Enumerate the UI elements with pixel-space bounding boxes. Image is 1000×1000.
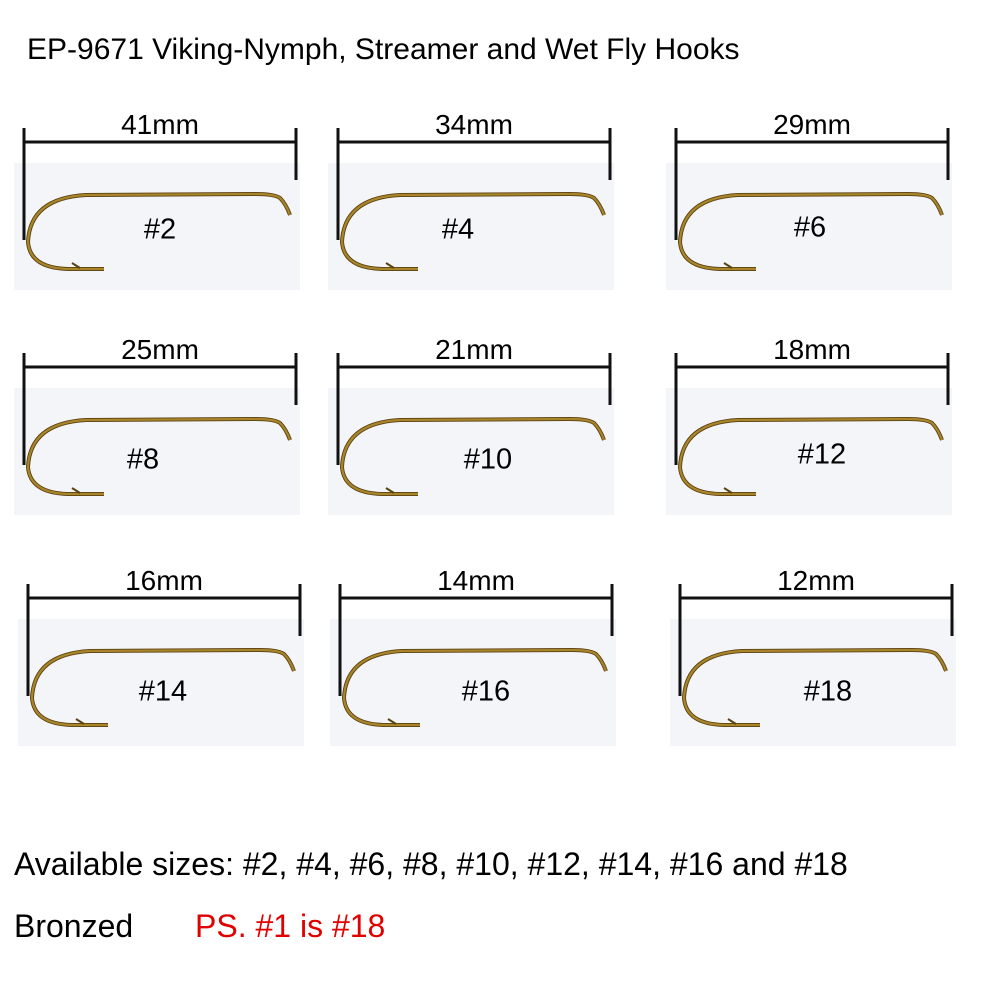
hook-illustration: [338, 584, 614, 727]
measurement-bar: [22, 128, 298, 240]
hook-illustration: [26, 584, 302, 727]
hook-length-label: 18mm: [773, 334, 851, 365]
hook-barb: [387, 718, 397, 725]
hook-length-label: 34mm: [435, 109, 513, 140]
hook-shape: [30, 648, 296, 727]
hook-shape: [340, 192, 606, 271]
hook-illustration: [22, 128, 298, 271]
hook-cell: 18mm #12: [666, 334, 976, 527]
hook-length-label: 12mm: [777, 565, 855, 596]
hook-cell: 16mm #14: [18, 565, 328, 758]
hook-cell: 12mm #18: [670, 565, 980, 758]
hook-length-label: 41mm: [121, 109, 199, 140]
hook-shape: [340, 417, 606, 496]
measurement-bar: [336, 128, 612, 240]
hook-size-label: #2: [143, 213, 177, 246]
hook-size-label: #18: [803, 675, 853, 708]
hook-shape: [678, 417, 944, 496]
hook-length-label: 16mm: [125, 565, 203, 596]
hook-length-label: 21mm: [435, 334, 513, 365]
hook-illustration: [336, 128, 612, 271]
hook-shape: [678, 192, 944, 271]
hook-barb: [727, 718, 737, 725]
measurement-bar: [678, 584, 954, 696]
hook-illustration: [674, 128, 950, 271]
hook-cell: 41mm #2: [14, 109, 324, 302]
hook-cell: 34mm #4: [328, 109, 638, 302]
note-label: PS. #1 is #18: [195, 908, 386, 944]
hook-barb: [385, 487, 395, 494]
hook-shape: [26, 192, 292, 271]
hook-illustration: [22, 353, 298, 496]
hook-length-label: 29mm: [773, 109, 851, 140]
hook-barb: [723, 262, 733, 269]
hook-barb: [71, 262, 81, 269]
finish-label: Bronzed: [14, 908, 134, 944]
hook-shape: [682, 648, 948, 727]
hook-barb: [385, 262, 395, 269]
hook-size-label: #8: [126, 443, 160, 476]
hook-barb: [723, 487, 733, 494]
hook-illustration: [336, 353, 612, 496]
hook-length-label: 25mm: [121, 334, 199, 365]
hook-cell: 21mm #10: [328, 334, 638, 527]
measurement-bar: [338, 584, 614, 696]
hook-length-label: 14mm: [437, 565, 515, 596]
measurement-bar: [336, 353, 612, 465]
hook-illustration: [678, 584, 954, 727]
hook-barb: [71, 487, 81, 494]
hook-size-label: #14: [138, 675, 188, 708]
measurement-bar: [22, 353, 298, 465]
product-title: EP-9671 Viking-Nymph, Streamer and Wet F…: [27, 33, 740, 66]
hook-size-label: #16: [461, 675, 511, 708]
hook-shape: [342, 648, 608, 727]
hook-size-label: #4: [441, 213, 475, 246]
available-sizes: Available sizes: #2, #4, #6, #8, #10, #1…: [14, 846, 848, 882]
hook-shape: [26, 417, 292, 496]
hook-size-label: #10: [463, 443, 513, 476]
measurement-bar: [674, 353, 950, 465]
hook-size-label: #6: [793, 211, 827, 244]
hook-cell: 25mm #8: [14, 334, 324, 527]
hook-cell: 29mm #6: [666, 109, 976, 302]
hook-size-label: #12: [797, 438, 847, 471]
measurement-bar: [674, 128, 950, 240]
hook-illustration: [674, 353, 950, 496]
hook-cell: 14mm #16: [330, 565, 640, 758]
hook-barb: [75, 718, 85, 725]
measurement-bar: [26, 584, 302, 696]
